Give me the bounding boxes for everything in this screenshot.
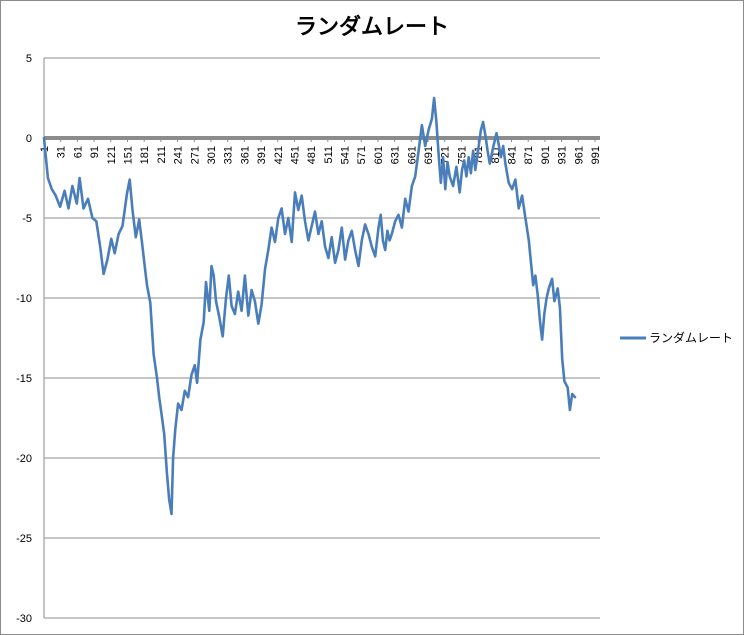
x-tick-label: 961 <box>573 146 585 164</box>
x-tick-label: 871 <box>523 146 535 164</box>
x-tick-label: 931 <box>557 146 569 164</box>
x-tick-label: 541 <box>340 146 352 164</box>
y-tick-label: -5 <box>22 213 32 225</box>
x-tick-label: 301 <box>206 146 218 164</box>
x-tick-label: 361 <box>239 146 251 164</box>
gridlines <box>43 57 600 619</box>
x-tick-label: 751 <box>456 146 468 164</box>
x-tick-label: 661 <box>406 146 418 164</box>
x-tick-label: 601 <box>373 146 385 164</box>
y-tick-label: -30 <box>16 613 32 625</box>
x-tick-label: 181 <box>139 146 151 164</box>
series-line <box>42 96 577 516</box>
y-tick-label: -15 <box>16 373 32 385</box>
x-tick-label: 631 <box>390 146 402 164</box>
y-tick-label: 5 <box>26 53 32 65</box>
x-tick-label: 391 <box>256 146 268 164</box>
x-tick-label: 571 <box>356 146 368 164</box>
y-tick-label: -20 <box>16 453 32 465</box>
x-tick-label: 61 <box>72 146 84 158</box>
series-layer <box>42 96 577 516</box>
x-tick-label: 151 <box>122 146 134 164</box>
y-tick-label: -10 <box>16 293 32 305</box>
x-tick-label: 331 <box>223 146 235 164</box>
y-tick-label: -25 <box>16 533 32 545</box>
x-tick-label: 511 <box>323 146 335 164</box>
x-tick-label: 271 <box>189 146 201 164</box>
x-tick-label: 211 <box>156 146 168 164</box>
x-tick-label: 451 <box>289 146 301 164</box>
x-tick-label: 241 <box>173 146 185 164</box>
chart-title: ランダムレート <box>295 14 449 40</box>
legend-label: ランダムレート <box>649 330 733 345</box>
x-tick-label: 31 <box>56 146 68 158</box>
legend: ランダムレート <box>620 330 733 345</box>
x-tick-label: 91 <box>89 146 101 158</box>
y-axis: 5 0 -5 -10 -15 -20 -25 -30 <box>16 53 32 625</box>
x-tick-label: 841 <box>507 146 519 164</box>
x-tick-label: 481 <box>306 146 318 164</box>
y-tick-label: 0 <box>26 133 32 145</box>
x-axis: 1 31 61 91 121 151 181 211 241 271 301 331 361 391 421… <box>39 138 602 164</box>
x-tick-label: 901 <box>540 146 552 164</box>
x-tick-label: 691 <box>423 146 435 164</box>
x-tick-label: 991 <box>590 146 602 164</box>
x-tick-label: 421 <box>273 146 285 164</box>
x-tick-label: 121 <box>106 146 118 164</box>
